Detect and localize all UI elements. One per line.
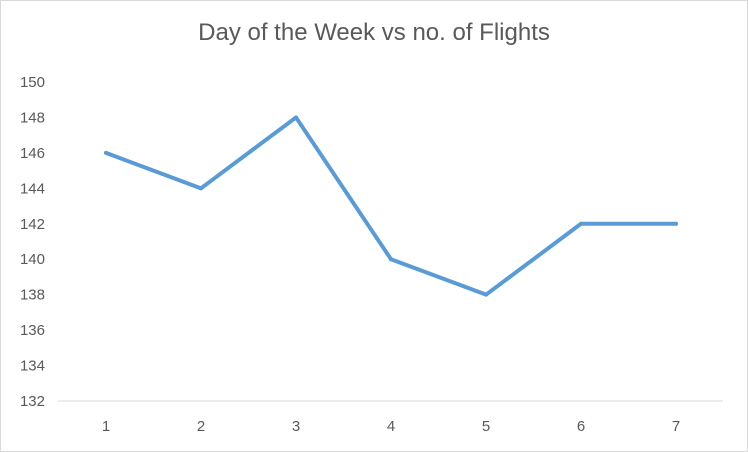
x-tick-label-2: 2 [197,418,205,435]
x-tick-label-5: 5 [482,418,490,435]
data-point-1 [104,150,108,155]
y-tick-label-148: 148 [20,109,45,126]
x-tick-label-3: 3 [292,418,300,435]
x-axis-ticks: 1 2 3 4 5 6 7 [102,418,680,435]
y-tick-label-140: 140 [20,251,45,268]
y-tick-label-132: 132 [20,393,45,410]
y-axis-ticks: 132 134 136 138 140 142 144 146 148 150 [20,74,45,410]
data-point-7 [674,221,678,226]
y-tick-label-136: 136 [20,322,45,339]
chart-title: Day of the Week vs no. of Flights [198,19,550,46]
data-point-5 [484,292,488,297]
x-tick-label-6: 6 [577,418,585,435]
x-tick-label-1: 1 [102,418,110,435]
y-tick-label-150: 150 [20,74,45,91]
y-tick-label-138: 138 [20,287,45,304]
data-point-4 [389,257,393,262]
y-tick-label-142: 142 [20,216,45,233]
data-point-6 [579,221,583,226]
data-point-2 [199,186,203,191]
series-line [104,115,678,297]
y-tick-label-144: 144 [20,180,45,197]
data-point-3 [294,115,298,120]
y-tick-label-134: 134 [20,358,45,375]
y-tick-label-146: 146 [20,145,45,162]
x-tick-label-7: 7 [672,418,680,435]
x-tick-label-4: 4 [387,418,395,435]
